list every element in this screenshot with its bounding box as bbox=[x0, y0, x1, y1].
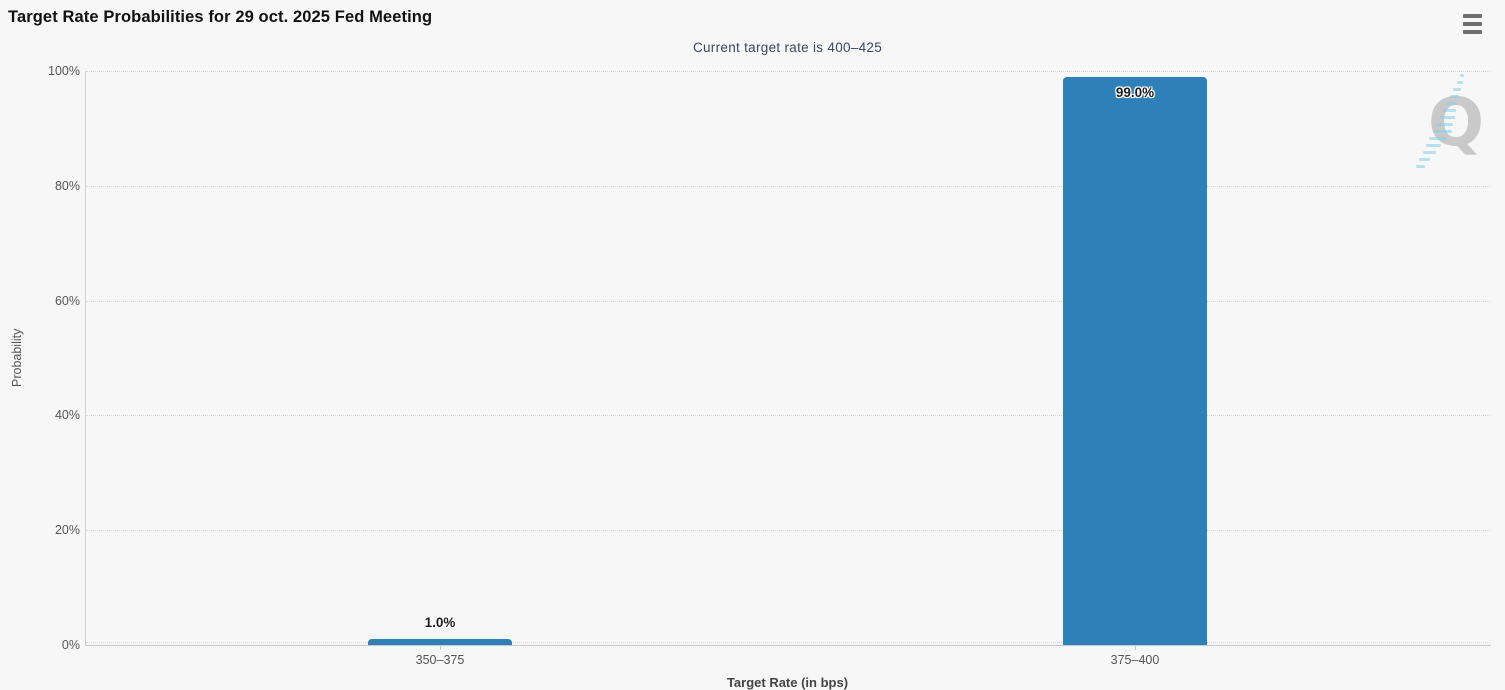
x-axis-tick bbox=[1135, 645, 1136, 650]
y-tick-label: 20% bbox=[54, 523, 80, 538]
x-category-label: 350–375 bbox=[415, 653, 465, 667]
grid-line bbox=[86, 642, 1490, 643]
chart-context-menu-button[interactable] bbox=[1463, 13, 1485, 35]
chart-title: Target Rate Probabilities for 29 oct. 20… bbox=[8, 8, 433, 26]
hamburger-icon bbox=[1463, 14, 1482, 18]
y-axis-title: Probability bbox=[10, 328, 24, 388]
grid-line bbox=[86, 300, 1490, 302]
grid-line bbox=[86, 415, 1490, 417]
x-axis-title: Target Rate (in bps) bbox=[726, 675, 849, 690]
bar-value-label: 1.0% bbox=[424, 615, 456, 630]
y-tick-label: 0% bbox=[61, 638, 80, 652]
y-tick-label: 80% bbox=[54, 178, 80, 193]
x-axis-line bbox=[85, 645, 1491, 646]
y-axis-line bbox=[85, 71, 86, 645]
plot-area: 0% 20% 40% 60% 80% 100% 1.0% 350–375 99.0% 375–40… bbox=[48, 64, 1491, 667]
y-tick-label: 100% bbox=[48, 64, 80, 78]
bar-value-label: 99.0% bbox=[1115, 85, 1155, 100]
hamburger-icon bbox=[1463, 30, 1482, 34]
chart-subtitle: Current target rate is 400–425 bbox=[692, 40, 883, 55]
bar-375–400[interactable] bbox=[1063, 77, 1207, 645]
grid-line bbox=[86, 71, 1490, 72]
x-axis-tick bbox=[440, 645, 441, 650]
y-tick-label: 40% bbox=[54, 408, 80, 423]
y-tick-label: 60% bbox=[54, 293, 80, 308]
grid-line bbox=[86, 185, 1490, 187]
hamburger-icon bbox=[1463, 22, 1482, 26]
x-category-label: 375–400 bbox=[1110, 653, 1160, 667]
bar-350–375[interactable] bbox=[368, 639, 512, 645]
grid-line bbox=[86, 530, 1490, 532]
